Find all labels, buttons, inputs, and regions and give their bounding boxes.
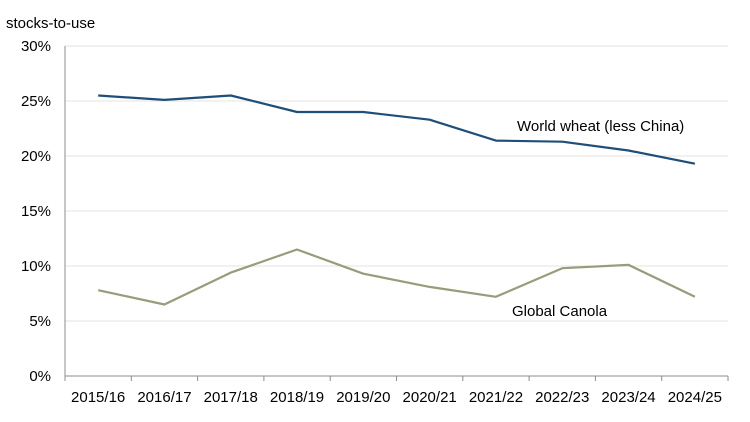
y-tick-label: 25%: [21, 93, 51, 110]
x-tick-label: 2019/20: [336, 389, 390, 406]
x-tick-label: 2016/17: [137, 389, 191, 406]
x-tick-label: 2017/18: [204, 389, 258, 406]
series-label-world-wheat: World wheat (less China): [517, 118, 684, 135]
y-tick-label: 5%: [29, 313, 51, 330]
y-axis-title: stocks-to-use: [6, 15, 95, 32]
x-tick-label: 2024/25: [668, 389, 722, 406]
y-tick-label: 20%: [21, 148, 51, 165]
x-tick-label: 2015/16: [71, 389, 125, 406]
x-tick-labels: 2015/16 2016/17 2017/18 2018/19 2019/20 2020/…: [71, 389, 722, 406]
y-tick-labels: 0% 5% 10% 15% 20% 25% 30%: [21, 38, 51, 385]
series-line-global-canola: [97, 248, 696, 306]
axes: [64, 46, 729, 381]
y-tick-label: 0%: [29, 368, 51, 385]
x-tick-label: 2022/23: [535, 389, 589, 406]
series-line-world-wheat: [98, 94, 696, 165]
y-tick-label: 15%: [21, 203, 51, 220]
y-tick-label: 30%: [21, 38, 51, 55]
x-tick-label: 2018/19: [270, 389, 324, 406]
series-lines: [97, 94, 696, 306]
x-tick-label: 2020/21: [403, 389, 457, 406]
y-tick-label: 10%: [21, 258, 51, 275]
x-tick-label: 2023/24: [601, 389, 655, 406]
series-label-global-canola: Global Canola: [512, 303, 608, 320]
x-tick-label: 2021/22: [469, 389, 523, 406]
gridlines: [65, 45, 728, 322]
